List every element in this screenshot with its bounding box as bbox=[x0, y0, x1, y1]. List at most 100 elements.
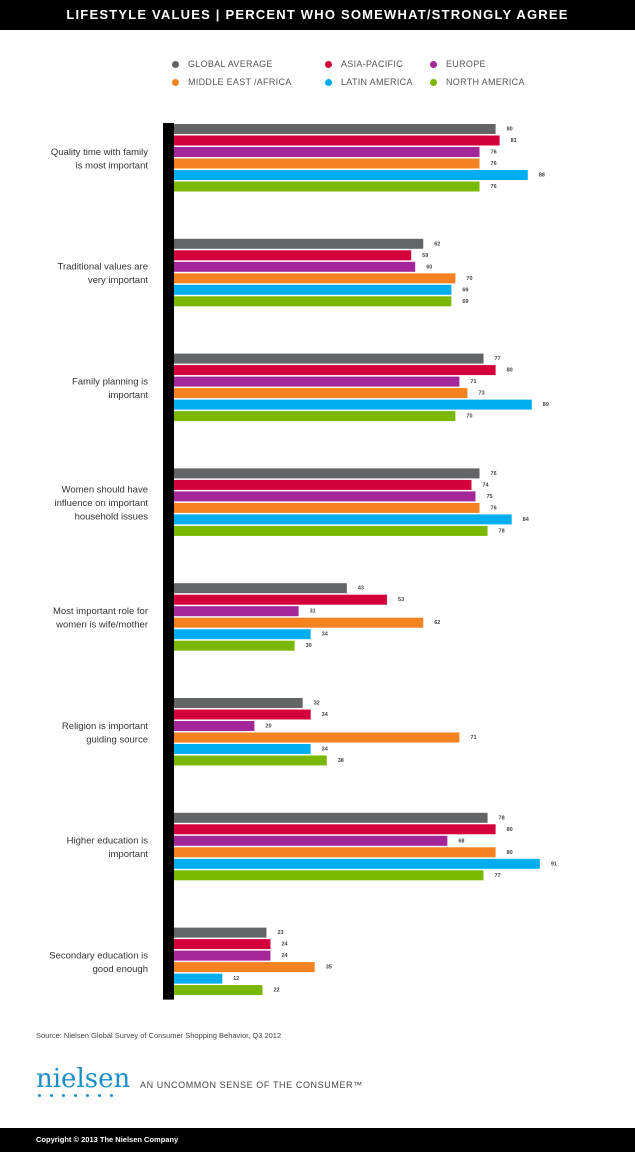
bar bbox=[174, 181, 480, 192]
data-label: 76 bbox=[491, 505, 497, 511]
bar bbox=[174, 594, 388, 605]
data-label: 76 bbox=[491, 161, 497, 167]
data-label: 75 bbox=[487, 494, 493, 500]
data-label: 71 bbox=[470, 735, 476, 741]
category-label: Higher education is bbox=[67, 836, 149, 847]
copyright-text: Copyright © 2013 The Nielsen Company bbox=[36, 1135, 179, 1144]
bar bbox=[174, 835, 448, 846]
data-label: 88 bbox=[539, 173, 545, 179]
nielsen-logo: nielsen bbox=[36, 1064, 131, 1094]
bar bbox=[174, 939, 271, 950]
legend-swatch-icon bbox=[325, 79, 332, 86]
bar bbox=[174, 411, 456, 422]
bar bbox=[174, 962, 315, 973]
bar bbox=[174, 147, 480, 157]
bar bbox=[174, 847, 496, 858]
category-label: important bbox=[108, 849, 148, 860]
data-label: 35 bbox=[326, 965, 332, 971]
bar bbox=[174, 479, 472, 490]
data-label: 22 bbox=[273, 988, 279, 994]
bar bbox=[174, 870, 484, 881]
bar bbox=[174, 973, 223, 984]
bar bbox=[174, 124, 496, 134]
bar bbox=[174, 950, 271, 961]
bar bbox=[174, 525, 488, 536]
data-label: 80 bbox=[507, 827, 513, 833]
data-label: 12 bbox=[233, 976, 239, 982]
bar bbox=[174, 261, 416, 272]
category-label: important bbox=[108, 390, 148, 401]
bar bbox=[174, 388, 468, 399]
bar bbox=[174, 927, 267, 938]
data-label: 69 bbox=[462, 299, 468, 305]
legend-swatch-icon bbox=[325, 61, 332, 68]
bar bbox=[174, 296, 452, 307]
bar bbox=[174, 491, 476, 502]
category-label: household issues bbox=[75, 511, 149, 522]
data-label: 34 bbox=[322, 747, 329, 753]
bar bbox=[174, 629, 311, 640]
legend-swatch-icon bbox=[430, 79, 437, 86]
data-label: 71 bbox=[470, 379, 476, 385]
data-label: 76 bbox=[491, 184, 497, 190]
category-label: Secondary education is bbox=[49, 950, 148, 961]
bar bbox=[174, 170, 528, 180]
data-label: 34 bbox=[322, 632, 329, 638]
data-label: 77 bbox=[495, 873, 501, 879]
category-label: Family planning is bbox=[72, 376, 148, 387]
bar bbox=[174, 250, 412, 261]
data-label: 62 bbox=[434, 241, 440, 247]
bar bbox=[174, 583, 347, 594]
data-label: 24 bbox=[281, 942, 288, 948]
legend-label: NORTH AMERICA bbox=[446, 77, 525, 87]
bar bbox=[174, 640, 295, 651]
legend-label: ASIA-PACIFIC bbox=[341, 59, 403, 69]
bar bbox=[174, 353, 484, 364]
bar bbox=[174, 744, 311, 754]
data-label: 69 bbox=[462, 287, 468, 293]
data-label: 73 bbox=[478, 391, 484, 397]
data-label: 23 bbox=[277, 930, 283, 936]
data-label: 91 bbox=[551, 861, 557, 867]
bar bbox=[174, 812, 488, 823]
category-label: women is wife/mother bbox=[55, 619, 148, 630]
category-label: influence on important bbox=[55, 498, 149, 509]
data-label: 77 bbox=[495, 356, 501, 362]
bar bbox=[174, 755, 327, 766]
data-label: 78 bbox=[499, 815, 505, 821]
category-label: Religion is important bbox=[62, 721, 148, 732]
brand-tagline: AN UNCOMMON SENSE OF THE CONSUMER™ bbox=[140, 1080, 363, 1090]
legend-label: EUROPE bbox=[446, 59, 486, 69]
data-label: 78 bbox=[499, 528, 505, 534]
category-label: is most important bbox=[76, 160, 149, 171]
data-label: 24 bbox=[281, 953, 288, 959]
category-label: good enough bbox=[93, 964, 148, 975]
footer-bar bbox=[0, 1128, 635, 1152]
axis-bar bbox=[163, 123, 174, 1000]
bar bbox=[174, 502, 480, 513]
data-label: 74 bbox=[482, 482, 489, 488]
legend-label: MIDDLE EAST /AFRICA bbox=[188, 77, 292, 87]
data-label: 32 bbox=[314, 701, 320, 707]
data-label: 89 bbox=[543, 402, 549, 408]
bar bbox=[174, 858, 540, 869]
data-label: 60 bbox=[426, 264, 432, 270]
data-label: 70 bbox=[466, 276, 472, 282]
data-label: 80 bbox=[507, 368, 513, 374]
logo-dots-icon bbox=[38, 1094, 124, 1098]
chart-title: LIFESTYLE VALUES | PERCENT WHO SOMEWHAT/… bbox=[66, 7, 569, 22]
data-label: 80 bbox=[507, 127, 513, 133]
category-label: Quality time with family bbox=[51, 147, 148, 158]
category-label: Women should have bbox=[62, 484, 148, 495]
bar bbox=[174, 238, 424, 249]
data-label: 43 bbox=[358, 586, 364, 592]
data-label: 70 bbox=[466, 414, 472, 420]
bar bbox=[174, 709, 311, 720]
bar bbox=[174, 985, 263, 996]
legend-label: LATIN AMERICA bbox=[341, 77, 413, 87]
legend: GLOBAL AVERAGE ASIA-PACIFIC EUROPE MIDDL… bbox=[0, 0, 635, 110]
category-label: Traditional values are bbox=[58, 262, 148, 273]
data-label: 81 bbox=[511, 138, 517, 144]
data-label: 34 bbox=[322, 712, 329, 718]
bar bbox=[174, 399, 532, 410]
